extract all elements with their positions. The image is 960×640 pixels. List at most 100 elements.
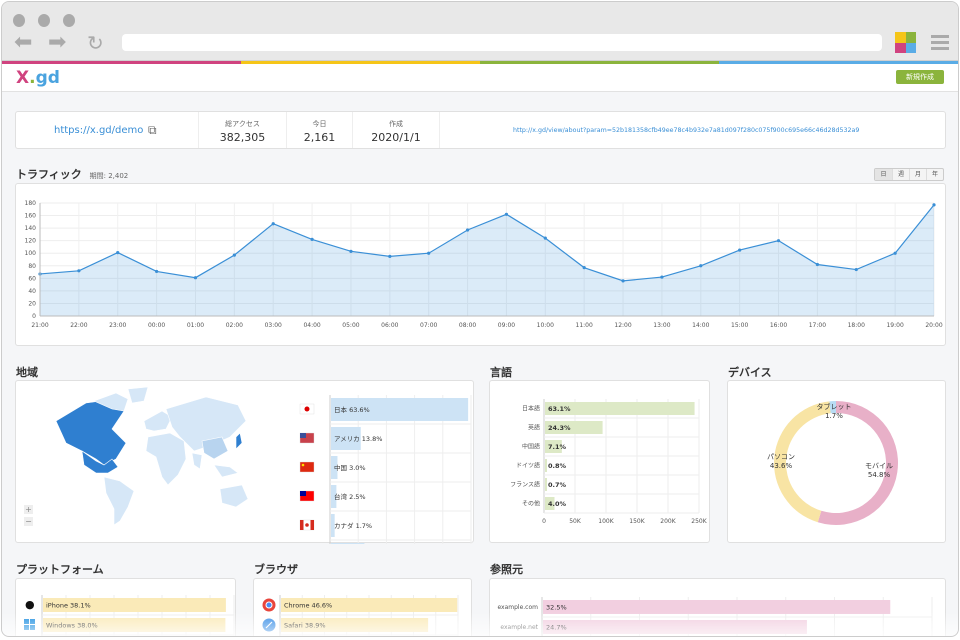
- x-tick-label: 15:00: [731, 322, 748, 329]
- data-point: [232, 253, 236, 257]
- traffic-period: 期間: 2,402: [89, 172, 129, 180]
- chrome-icon-center: [265, 601, 273, 609]
- x-tick-label: 11:00: [576, 322, 593, 329]
- slice-value: 1.7%: [825, 412, 843, 420]
- slice-value: 43.6%: [770, 462, 793, 470]
- area-fill: [40, 204, 934, 316]
- forward-arrow-icon[interactable]: ➡: [48, 30, 67, 55]
- data-point: [932, 203, 936, 207]
- reload-icon[interactable]: ↻: [87, 31, 104, 55]
- bar: [331, 456, 338, 479]
- fade-overlay: [2, 612, 958, 636]
- range-year[interactable]: 年: [926, 169, 943, 180]
- platform-title: プラットフォーム: [16, 563, 104, 576]
- series-line: [39, 204, 935, 282]
- x-tick-label: 200K: [660, 518, 676, 525]
- data-point: [815, 262, 819, 267]
- bar-label: アメリカ 13.8%: [334, 435, 382, 443]
- stat-total: 総アクセス 382,305: [198, 112, 286, 148]
- bar: [543, 600, 891, 614]
- app-header: X.gd 新規作成: [2, 64, 958, 92]
- category-label: その他: [522, 500, 540, 508]
- world-map[interactable]: [16, 381, 256, 544]
- range-week[interactable]: 週: [892, 169, 909, 180]
- bar: [545, 402, 695, 415]
- flag-ca-band: [300, 520, 304, 530]
- traffic-title: トラフィック 期間: 2,402: [16, 168, 129, 181]
- browser-chrome: ⬅ ➡ ↻: [2, 2, 958, 61]
- flag-ca-band: [310, 520, 314, 530]
- x-tick-label: 23:00: [109, 322, 126, 329]
- data-point: [193, 276, 198, 280]
- flag-cn-icon: [299, 461, 315, 473]
- short-url-link[interactable]: https://x.gd/demo: [54, 125, 144, 136]
- x-tick-label: 01:00: [187, 322, 204, 329]
- referrer-title: 参照元: [490, 563, 523, 576]
- data-point: [660, 275, 664, 279]
- bar-label: 63.1%: [548, 405, 571, 413]
- window-minimize-button[interactable]: [38, 14, 50, 27]
- bar-label: 中国 3.0%: [334, 463, 366, 472]
- range-day[interactable]: 日: [875, 169, 892, 180]
- stat-created: 作成 2020/1/1: [352, 112, 440, 148]
- region-title: 地域: [16, 366, 38, 379]
- data-point: [543, 236, 547, 240]
- flag-tw-canton: [300, 491, 306, 496]
- x-tick-label: 03:00: [265, 322, 282, 329]
- data-point: [388, 254, 392, 258]
- map-zoom-in-button[interactable]: +: [24, 505, 33, 514]
- traffic-card: 0 20 40 60 80 100 120 140 160 180 21:00 22:00 23:00 0…: [15, 183, 946, 346]
- x-tick-label: 02:00: [226, 322, 243, 329]
- flag-jp-icon: [304, 406, 310, 412]
- y-tick-label: 120: [25, 238, 37, 245]
- window-close-button[interactable]: [13, 14, 25, 27]
- window-maximize-button[interactable]: [63, 14, 75, 27]
- y-tick-label: 140: [25, 225, 37, 232]
- range-month[interactable]: 月: [909, 169, 926, 180]
- logo[interactable]: X.gd: [16, 68, 60, 88]
- x-tick-label: 12:00: [614, 322, 631, 329]
- x-tick-label: 08:00: [459, 322, 476, 329]
- data-point: [349, 249, 353, 253]
- back-arrow-icon[interactable]: ⬅: [14, 30, 33, 55]
- summary-card: https://x.gd/demo ⧉ 総アクセス 382,305 今日 2,161…: [15, 111, 946, 149]
- address-bar[interactable]: [122, 34, 882, 51]
- map-zoom-out-button[interactable]: −: [24, 517, 33, 526]
- data-point: [155, 269, 159, 274]
- category-label: ドイツ語: [516, 462, 540, 470]
- data-point: [893, 251, 897, 255]
- language-title: 言語: [490, 366, 512, 379]
- x-tick-label: 250K: [691, 518, 707, 525]
- bar: [331, 398, 469, 421]
- slice-label: タブレット: [817, 402, 852, 411]
- x-tick-label: 21:00: [31, 322, 48, 329]
- bar-label: 0.7%: [548, 481, 567, 489]
- data-point: [621, 279, 625, 283]
- copy-icon[interactable]: ⧉: [148, 123, 157, 137]
- bar: [281, 598, 458, 612]
- data-point: [776, 239, 781, 243]
- bar-label: 台湾 2.5%: [334, 492, 366, 501]
- menu-icon[interactable]: [931, 35, 949, 50]
- extension-icon[interactable]: [895, 32, 916, 53]
- bar: [43, 598, 226, 612]
- data-point: [582, 266, 586, 270]
- x-tick-label: 04:00: [303, 322, 320, 329]
- category-label: 英語: [528, 424, 540, 432]
- data-point: [427, 251, 431, 255]
- bar-label: 7.1%: [548, 443, 567, 451]
- y-tick-label: 60: [28, 275, 36, 282]
- new-button[interactable]: 新規作成: [896, 70, 944, 84]
- y-tick-label: 160: [25, 213, 37, 220]
- stat-today: 今日 2,161: [286, 112, 352, 148]
- bar: [545, 478, 547, 491]
- bar: [545, 497, 555, 510]
- x-tick-label: 0: [542, 518, 546, 525]
- slice-label: パソコン: [767, 453, 795, 461]
- bar: [331, 427, 361, 450]
- y-tick-label: 100: [25, 250, 37, 257]
- long-url-link[interactable]: http://x.gd/view/about?param=52b181358cf…: [513, 127, 860, 134]
- x-tick-label: 13:00: [653, 322, 670, 329]
- bar-label: カナダ 1.7%: [334, 521, 372, 530]
